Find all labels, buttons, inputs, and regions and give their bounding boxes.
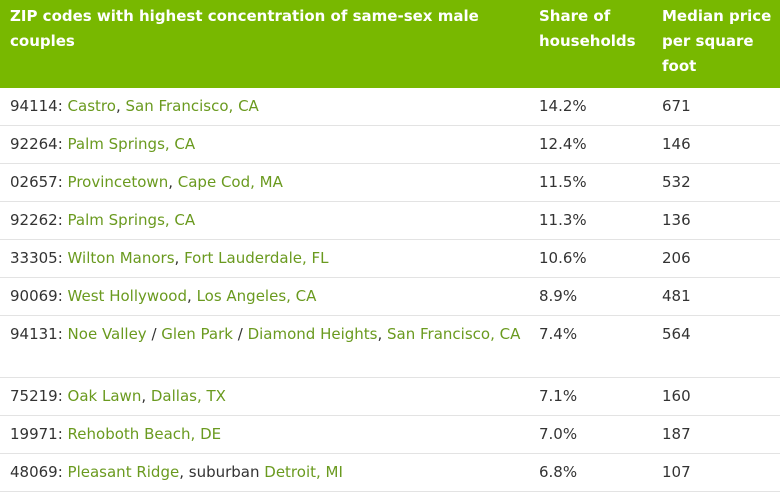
location-link[interactable]: Palm Springs, CA bbox=[67, 211, 196, 229]
zip-code: 94131 bbox=[10, 325, 58, 343]
share-cell: 11.3% bbox=[529, 201, 652, 240]
location-text: , bbox=[141, 387, 151, 405]
table-row: 92264: Palm Springs, CA 12.4% 146 bbox=[0, 125, 780, 164]
location-link[interactable]: Rehoboth Beach, DE bbox=[67, 425, 222, 443]
zip-separator: : bbox=[57, 173, 68, 191]
share-cell: 6.8% bbox=[529, 453, 652, 492]
location-cell: 75219: Oak Lawn, Dallas, TX bbox=[0, 377, 529, 416]
location-link[interactable]: Oak Lawn bbox=[67, 387, 142, 405]
zip-code: 90069 bbox=[10, 287, 58, 305]
share-cell: 14.2% bbox=[529, 88, 652, 126]
zip-code: 92264 bbox=[10, 135, 58, 153]
share-cell: 7.1% bbox=[529, 377, 652, 416]
zip-separator: : bbox=[57, 425, 68, 443]
location-text: , bbox=[174, 249, 185, 267]
location-link[interactable]: Pleasant Ridge bbox=[67, 463, 180, 481]
zip-code: 94114 bbox=[10, 97, 58, 115]
zip-separator: : bbox=[57, 287, 68, 305]
price-cell: 107 bbox=[652, 453, 780, 492]
location-link[interactable]: Detroit, MI bbox=[264, 463, 343, 481]
location-link[interactable]: Glen Park bbox=[161, 325, 233, 343]
location-text: , bbox=[168, 173, 178, 191]
location-text: , bbox=[187, 287, 197, 305]
share-cell: 7.0% bbox=[529, 415, 652, 454]
table-row: 75219: Oak Lawn, Dallas, TX 7.1% 160 bbox=[0, 377, 780, 416]
price-cell: 187 bbox=[652, 415, 780, 454]
price-cell: 146 bbox=[652, 125, 780, 164]
location-link[interactable]: San Francisco, CA bbox=[387, 325, 521, 343]
share-cell: 11.5% bbox=[529, 163, 652, 202]
location-link[interactable]: Diamond Heights bbox=[247, 325, 378, 343]
zip-code: 92262 bbox=[10, 211, 58, 229]
location-cell: 33305: Wilton Manors, Fort Lauderdale, F… bbox=[0, 239, 529, 278]
location-cell: 92264: Palm Springs, CA bbox=[0, 125, 529, 164]
zip-separator: : bbox=[57, 135, 68, 153]
zip-code: 48069 bbox=[10, 463, 58, 481]
zip-separator: : bbox=[57, 211, 68, 229]
zip-code: 19971 bbox=[10, 425, 58, 443]
location-link[interactable]: Cape Cod, MA bbox=[177, 173, 283, 191]
price-cell: 136 bbox=[652, 201, 780, 240]
zip-code: 02657 bbox=[10, 173, 58, 191]
price-cell: 206 bbox=[652, 239, 780, 278]
header-location: ZIP codes with highest concentration of … bbox=[0, 0, 529, 88]
location-link[interactable]: West Hollywood bbox=[67, 287, 188, 305]
location-link[interactable]: Fort Lauderdale, FL bbox=[184, 249, 329, 267]
table-row: 02657: Provincetown, Cape Cod, MA 11.5% 53… bbox=[0, 163, 780, 202]
zip-separator: : bbox=[57, 97, 68, 115]
price-cell: 160 bbox=[652, 377, 780, 416]
location-text: , bbox=[115, 97, 126, 115]
share-cell: 7.4% bbox=[529, 315, 652, 378]
location-text: , suburban bbox=[179, 463, 265, 481]
location-cell: 94131: Noe Valley / Glen Park / Diamond … bbox=[0, 315, 529, 378]
price-cell: 532 bbox=[652, 163, 780, 202]
table-row: 92262: Palm Springs, CA 11.3% 136 bbox=[0, 201, 780, 240]
share-cell: 12.4% bbox=[529, 125, 652, 164]
location-link[interactable]: Dallas, TX bbox=[150, 387, 226, 405]
share-cell: 8.9% bbox=[529, 277, 652, 316]
zip-separator: : bbox=[57, 325, 68, 343]
location-cell: 02657: Provincetown, Cape Cod, MA bbox=[0, 163, 529, 202]
header-price: Median price per square foot bbox=[652, 0, 780, 88]
location-link[interactable]: Castro bbox=[67, 97, 116, 115]
header-share: Share of households bbox=[529, 0, 652, 88]
table-row: 94131: Noe Valley / Glen Park / Diamond … bbox=[0, 315, 780, 378]
zip-separator: : bbox=[57, 463, 68, 481]
table-row: 19971: Rehoboth Beach, DE 7.0% 187 bbox=[0, 415, 780, 454]
header-row: ZIP codes with highest concentration of … bbox=[0, 0, 780, 88]
price-cell: 564 bbox=[652, 315, 780, 378]
location-link[interactable]: Los Angeles, CA bbox=[196, 287, 317, 305]
share-cell: 10.6% bbox=[529, 239, 652, 278]
location-link[interactable]: Wilton Manors bbox=[67, 249, 175, 267]
table-row: 48069: Pleasant Ridge, suburban Detroit,… bbox=[0, 453, 780, 492]
location-cell: 92262: Palm Springs, CA bbox=[0, 201, 529, 240]
location-link[interactable]: San Francisco, CA bbox=[125, 97, 259, 115]
location-cell: 19971: Rehoboth Beach, DE bbox=[0, 415, 529, 454]
table-row: 90069: West Hollywood, Los Angeles, CA 8.… bbox=[0, 277, 780, 316]
table-row: 33305: Wilton Manors, Fort Lauderdale, F… bbox=[0, 239, 780, 278]
table-body: 94114: Castro, San Francisco, CA 14.2% 671… bbox=[0, 88, 780, 492]
location-text: / bbox=[232, 325, 248, 343]
location-cell: 48069: Pleasant Ridge, suburban Detroit,… bbox=[0, 453, 529, 492]
location-text: / bbox=[146, 325, 162, 343]
price-cell: 481 bbox=[652, 277, 780, 316]
location-cell: 94114: Castro, San Francisco, CA bbox=[0, 88, 529, 126]
zip-separator: : bbox=[57, 387, 68, 405]
zip-separator: : bbox=[57, 249, 68, 267]
price-cell: 671 bbox=[652, 88, 780, 126]
location-link[interactable]: Noe Valley bbox=[67, 325, 147, 343]
location-text: , bbox=[377, 325, 388, 343]
location-cell: 90069: West Hollywood, Los Angeles, CA bbox=[0, 277, 529, 316]
table-row: 94114: Castro, San Francisco, CA 14.2% 671 bbox=[0, 88, 780, 126]
zip-code: 75219 bbox=[10, 387, 58, 405]
location-link[interactable]: Provincetown bbox=[67, 173, 169, 191]
zip-code: 33305 bbox=[10, 249, 58, 267]
location-link[interactable]: Palm Springs, CA bbox=[67, 135, 196, 153]
